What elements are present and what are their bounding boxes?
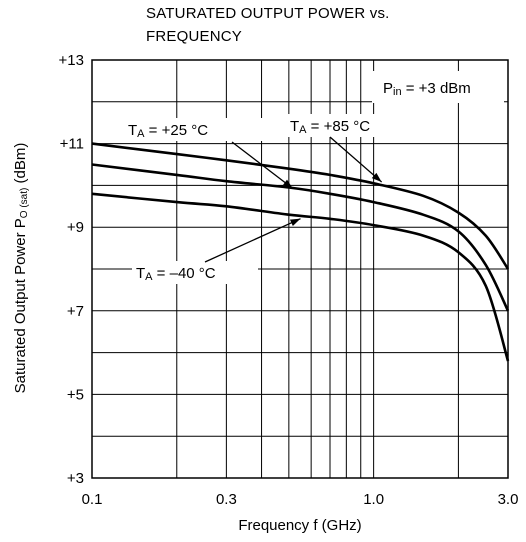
y-tick-label: +3 (67, 470, 84, 487)
leader-line (329, 136, 383, 183)
y-tick-label: +13 (59, 52, 84, 69)
series-line (91, 163, 510, 312)
leader-line (204, 218, 301, 263)
tick-labels: 0.1 0.3 1.0 3.0 +13 +11 +9 +7 +5 +3 Frequency f (G… (12, 52, 518, 534)
x-tick-label: 3.0 (498, 491, 519, 508)
condition-box (372, 71, 504, 103)
x-tick-label: 0.3 (216, 491, 237, 508)
x-tick-label: 0.1 (82, 491, 103, 508)
series-label: TA = +85 °C (290, 118, 370, 136)
plot-frame (91, 59, 509, 479)
x-tick-label: 1.0 (363, 491, 384, 508)
y-tick-label: +9 (67, 219, 84, 236)
series-label-bg (132, 261, 258, 284)
arrow-head (282, 179, 293, 189)
y-tick-label: +5 (67, 386, 84, 403)
arrow-head (289, 218, 301, 226)
series-label-bg (124, 118, 272, 141)
chart-title-line-2: FREQUENCY (146, 28, 242, 45)
y-tick-label: +7 (67, 303, 84, 320)
curves (91, 142, 510, 362)
y-axis-label: Saturated Output Power PO (sat) (dBm) (12, 143, 30, 394)
leader-line (231, 141, 294, 190)
series-line (91, 192, 510, 362)
x-axis-label: Frequency f (GHz) (238, 517, 361, 534)
chart-title-line-1: SATURATED OUTPUT POWER vs. (146, 5, 390, 22)
arrow-head (371, 172, 382, 183)
series-label: TA = –40 °C (136, 265, 216, 283)
annotations: Pin = +3 dBm TA = +85 °C TA = +25 °C TA = –… (124, 71, 504, 284)
series-label-bg (286, 114, 396, 137)
y-tick-label: +11 (60, 136, 84, 153)
condition-label: Pin = +3 dBm (383, 80, 471, 98)
series-line (91, 142, 510, 270)
series-label: TA = +25 °C (128, 122, 208, 140)
